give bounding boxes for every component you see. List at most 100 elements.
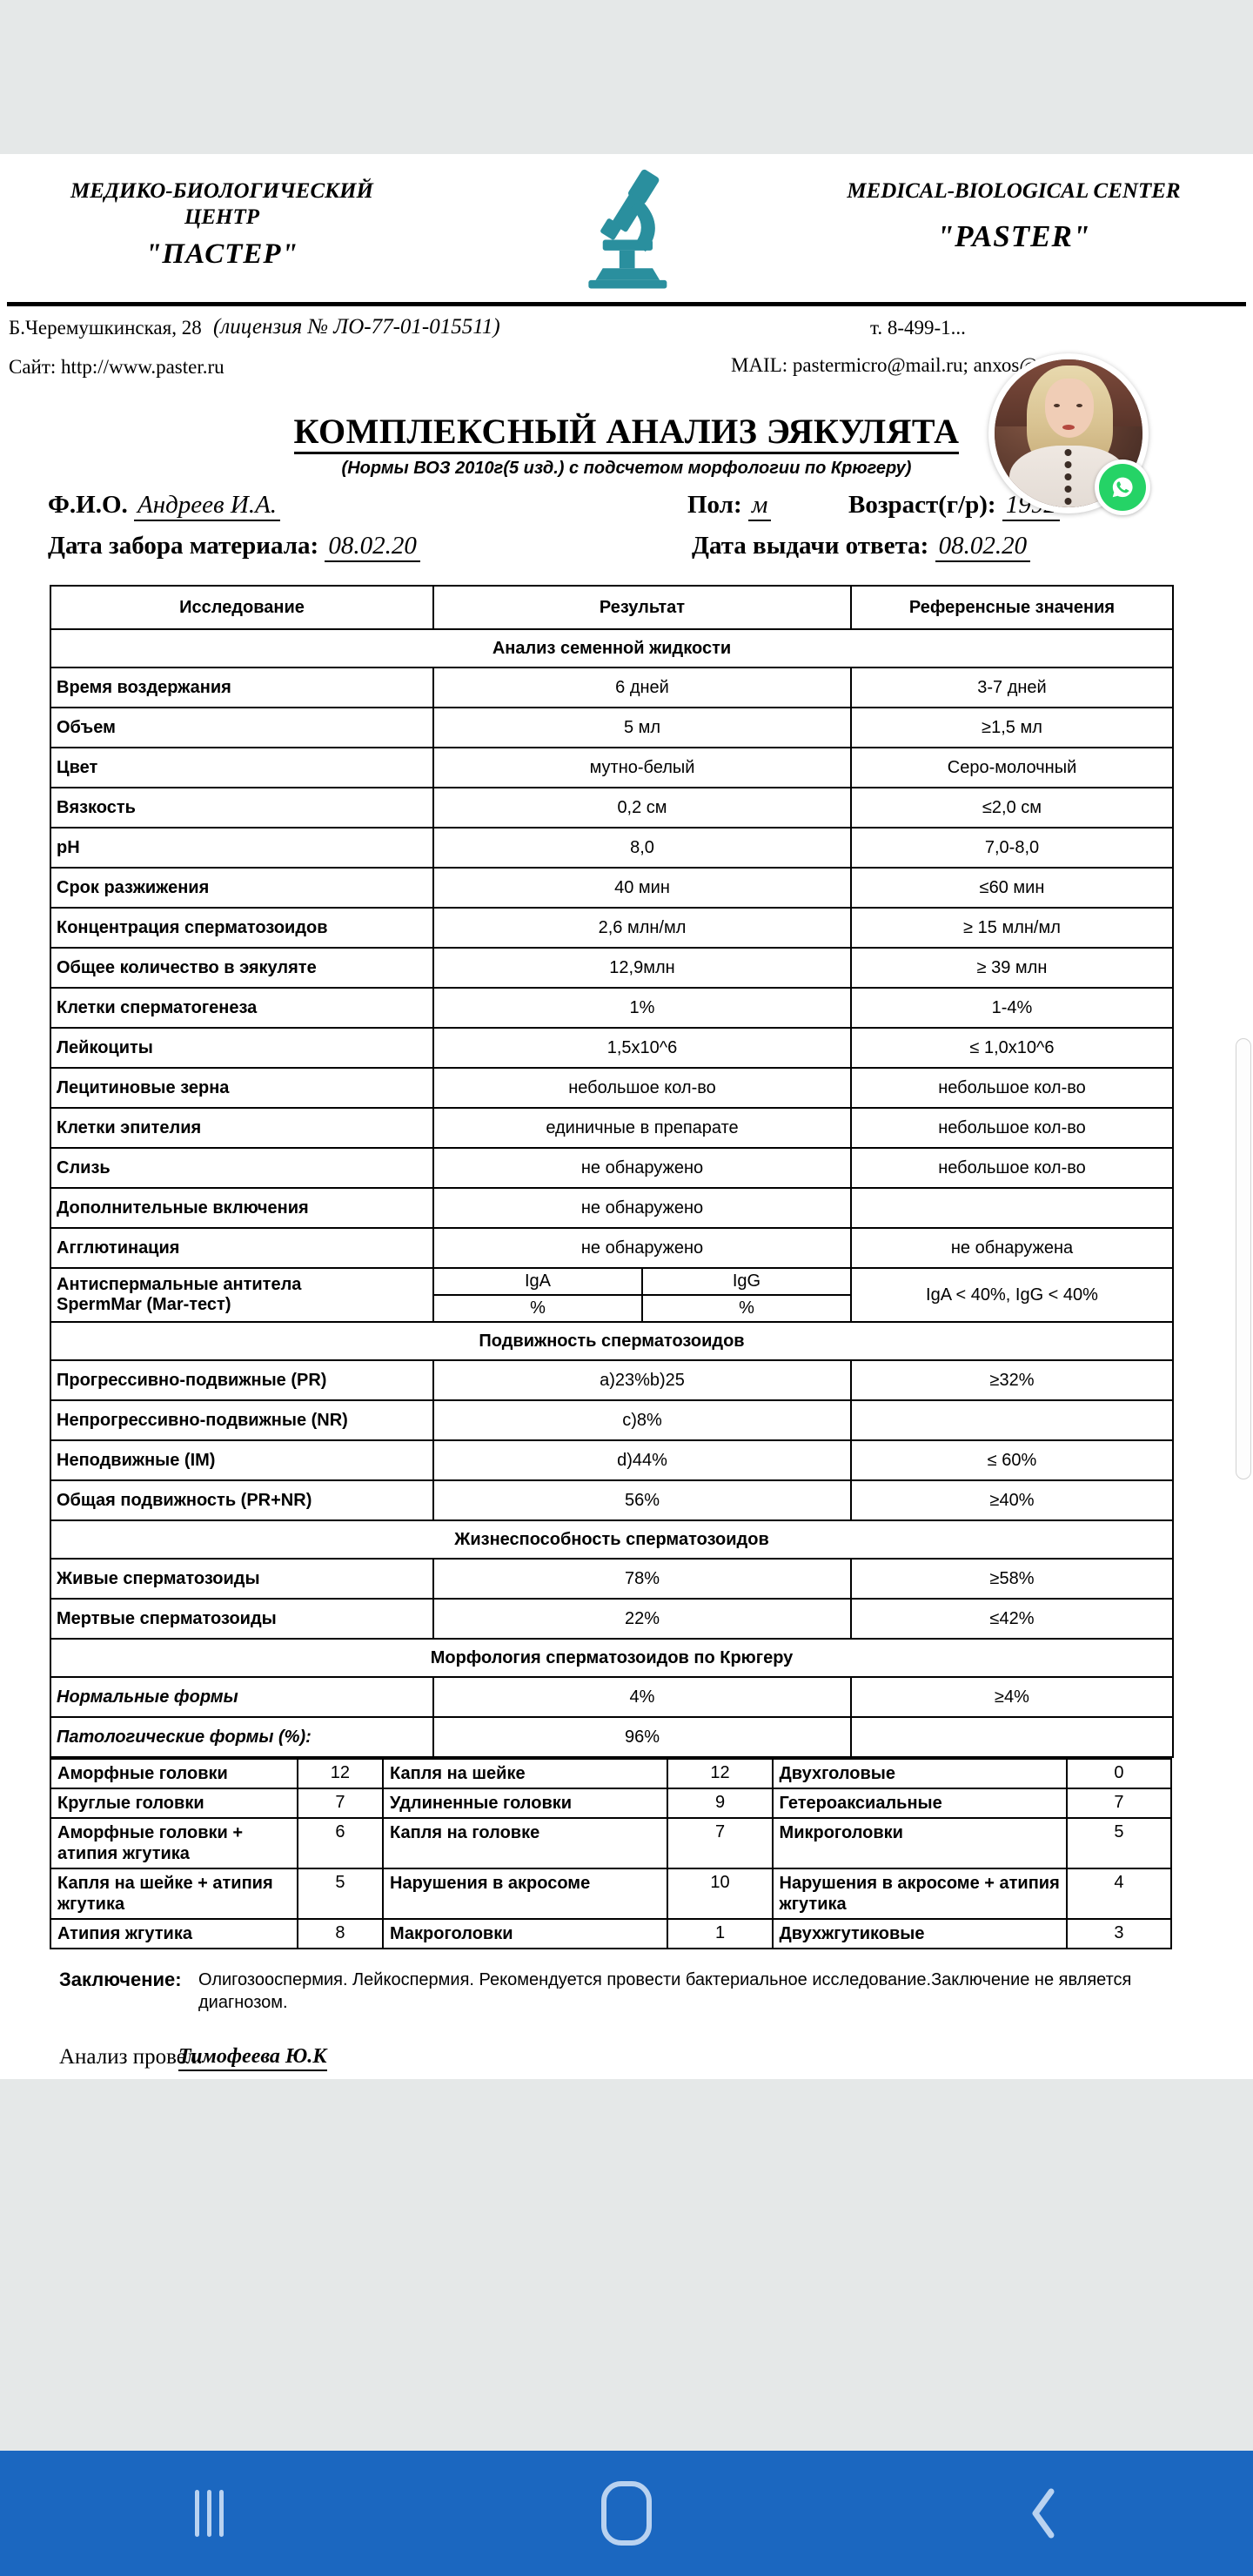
column-header-0: Исследование xyxy=(50,585,434,630)
whatsapp-icon[interactable] xyxy=(1095,460,1150,515)
morphology-count: 7 xyxy=(1065,1788,1173,1819)
patient-sex-value: м xyxy=(747,491,772,521)
row-value: единичные в препарате xyxy=(432,1107,852,1149)
morphology-label: Капля на головке xyxy=(382,1817,669,1869)
morphology-count: 4 xyxy=(1065,1868,1173,1920)
row-value: не обнаружено xyxy=(432,1227,852,1269)
table-row: Срок разжижения 40 мин ≤60 мин xyxy=(50,867,1174,909)
antibodies-label-line1: Антиспермальные антитела xyxy=(57,1275,302,1294)
morphology-label: Удлиненные головки xyxy=(382,1788,669,1819)
antibody-igg-value: % xyxy=(739,1298,754,1318)
morphology-count: 7 xyxy=(296,1788,385,1819)
table-row: Слизь не обнаружено небольшое кол-во xyxy=(50,1147,1174,1189)
table-row: Дополнительные включения не обнаружено xyxy=(50,1187,1174,1229)
morphology-label: Капля на шейке xyxy=(382,1758,669,1789)
morphology-label: Аморфные головки + атипия жгутика xyxy=(50,1817,298,1869)
letterhead: МЕДИКО-БИОЛОГИЧЕСКИЙ ЦЕНТР "ПАСТЕР" MEDI… xyxy=(0,154,1253,306)
row-value: a)23%b)25 xyxy=(432,1359,852,1401)
clinic-website[interactable]: Сайт: http://www.paster.ru xyxy=(9,356,224,378)
antibodies-label-line2: SpermMar (Mar-тест) xyxy=(57,1295,231,1314)
row-reference: Серо-молочный xyxy=(850,747,1174,788)
table-row: Лейкоциты 1,5х10^6 ≤ 1,0х10^6 xyxy=(50,1027,1174,1069)
row-param: Клетки сперматогенеза xyxy=(50,987,434,1029)
row-reference: ≥ 15 млн/мл xyxy=(850,907,1174,949)
column-header-2: Референсные значения xyxy=(850,585,1174,630)
clinic-address: Б.Черемушкинская, 28 xyxy=(9,317,202,339)
row-param: Слизь xyxy=(50,1147,434,1189)
table-row: Непрогрессивно-подвижные (NR) c)8% xyxy=(50,1399,1174,1441)
home-icon xyxy=(601,2481,652,2546)
patient-sex-label: Пол: xyxy=(687,491,742,519)
row-value: d)44% xyxy=(432,1439,852,1481)
table-row: Объем 5 мл ≥1,5 мл xyxy=(50,707,1174,748)
row-param: pH xyxy=(50,827,434,869)
row-param: Общая подвижность (PR+NR) xyxy=(50,1479,434,1521)
patient-info: Ф.И.О. Андреев И.А. Пол: м Возраст(г/р):… xyxy=(0,491,1253,578)
row-reference: ≤42% xyxy=(850,1598,1174,1640)
row-value: 1,5х10^6 xyxy=(432,1027,852,1069)
sample-date-label: Дата забора материала: xyxy=(48,532,319,560)
clinic-brand-en: "PASTER" xyxy=(936,219,1091,253)
analyst-label: Анализ провел: xyxy=(59,2045,204,2069)
row-value: 2,6 млн/мл xyxy=(432,907,852,949)
table-row: Концентрация сперматозоидов 2,6 млн/мл ≥ 1… xyxy=(50,907,1174,949)
morphology-label: Нарушения в акросоме xyxy=(382,1868,669,1920)
row-reference: ≤ 60% xyxy=(850,1439,1174,1481)
conclusion-block: Заключение: Олигозооспермия. Лейкосперми… xyxy=(0,1969,1253,2014)
row-param: Общее количество в эякуляте xyxy=(50,947,434,989)
morphology-count: 8 xyxy=(296,1918,385,1949)
row-param: Прогрессивно-подвижные (PR) xyxy=(50,1359,434,1401)
morphology-label: Капля на шейке + атипия жгутика xyxy=(50,1868,298,1920)
row-value: 4% xyxy=(432,1676,852,1718)
row-value: 22% xyxy=(432,1598,852,1640)
row-reference: ≥4% xyxy=(850,1676,1174,1718)
row-value: 1% xyxy=(432,987,852,1029)
antibodies-type-cell: IgA IgG xyxy=(432,1267,852,1296)
row-value: не обнаружено xyxy=(432,1187,852,1229)
section-row: Анализ семенной жидкости xyxy=(50,628,1174,668)
row-param: Нормальные формы xyxy=(50,1676,434,1718)
patient-fio: Ф.И.О. Андреев И.А. xyxy=(48,491,281,521)
page-title: КОМПЛЕКСНЫЙ АНАЛИЗ ЭЯКУЛЯТА xyxy=(0,411,1253,454)
home-button[interactable] xyxy=(418,2451,835,2576)
row-reference: небольшое кол-во xyxy=(850,1147,1174,1189)
morphology-row: Аморфные головки 12 Капля на шейке 12 Двухго… xyxy=(50,1758,1173,1789)
row-value: 6 дней xyxy=(432,667,852,708)
sample-date: Дата забора материала: 08.02.20 xyxy=(48,532,420,562)
section-row: Морфология сперматозоидов по Крюгеру xyxy=(50,1638,1174,1678)
scrollbar-thumb[interactable] xyxy=(1236,1038,1251,1479)
row-value: небольшое кол-во xyxy=(432,1067,852,1109)
morphology-count: 9 xyxy=(667,1788,774,1819)
row-reference: 1-4% xyxy=(850,987,1174,1029)
results-table: Исследование Результат Референсные значени… xyxy=(50,585,1174,1758)
morphology-row: Атипия жгутика 8 Макроголовки 1 Двухжгутиков… xyxy=(50,1918,1173,1949)
section-semen-analysis: Анализ семенной жидкости xyxy=(50,628,1174,668)
table-row: Общая подвижность (PR+NR) 56% ≥40% xyxy=(50,1479,1174,1521)
row-param-antibodies: Антиспермальные антитела SpermMar (Mar-те… xyxy=(50,1267,434,1323)
morphology-count: 0 xyxy=(1065,1758,1173,1789)
table-header-row: Исследование Результат Референсные значени… xyxy=(50,585,1174,630)
morphology-label: Двухжгутиковые xyxy=(771,1918,1068,1949)
clinic-license: (лицензия № ЛО-77-01-015511) xyxy=(213,315,500,339)
morphology-label: Гетероаксиальные xyxy=(771,1788,1068,1819)
section-row: Подвижность сперматозоидов xyxy=(50,1321,1174,1361)
table-row: Клетки сперматогенеза 1% 1-4% xyxy=(50,987,1174,1029)
morphology-label: Макроголовки xyxy=(382,1918,669,1949)
clinic-name-ru-line2: ЦЕНТР xyxy=(184,205,260,229)
row-reference: ≤2,0 см xyxy=(850,787,1174,828)
back-button[interactable] xyxy=(835,2451,1253,2576)
row-reference: ≤60 мин xyxy=(850,867,1174,909)
avatar[interactable] xyxy=(988,353,1150,515)
conclusion-text: Олигозооспермия. Лейкоспермия. Рекоменду… xyxy=(198,1970,1132,2012)
morphology-label: Микроголовки xyxy=(771,1817,1068,1869)
table-row: Патологические формы (%): 96% xyxy=(50,1716,1174,1758)
patient-age-label: Возраст(г/р): xyxy=(848,491,996,519)
recents-button[interactable] xyxy=(0,2451,418,2576)
clinic-name-ru: МЕДИКО-БИОЛОГИЧЕСКИЙ ЦЕНТР "ПАСТЕР" xyxy=(9,178,435,269)
morphology-count: 3 xyxy=(1065,1918,1173,1949)
row-param: Цвет xyxy=(50,747,434,788)
row-param: Дополнительные включения xyxy=(50,1187,434,1229)
letterhead-divider xyxy=(7,302,1246,306)
row-reference: не обнаружена xyxy=(850,1227,1174,1269)
row-reference: 3-7 дней xyxy=(850,667,1174,708)
